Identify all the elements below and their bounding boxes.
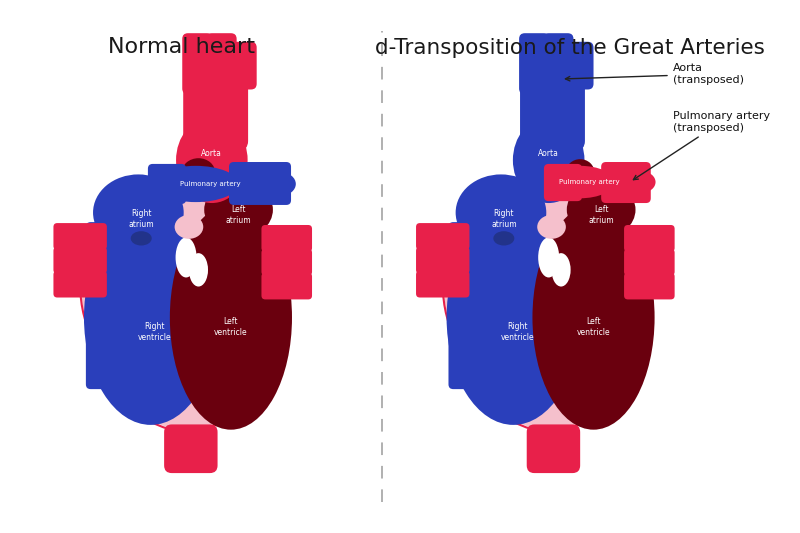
Ellipse shape xyxy=(81,200,186,368)
Ellipse shape xyxy=(551,253,570,287)
Ellipse shape xyxy=(456,174,546,251)
FancyBboxPatch shape xyxy=(148,164,186,204)
Ellipse shape xyxy=(267,173,296,196)
Ellipse shape xyxy=(494,231,514,246)
Text: Right
atrium: Right atrium xyxy=(129,209,154,229)
FancyBboxPatch shape xyxy=(543,33,574,85)
Ellipse shape xyxy=(204,181,273,238)
FancyBboxPatch shape xyxy=(262,273,312,300)
FancyBboxPatch shape xyxy=(624,225,674,252)
Ellipse shape xyxy=(594,222,604,236)
FancyBboxPatch shape xyxy=(449,222,489,389)
Text: Pulmonary artery
(transposed): Pulmonary artery (transposed) xyxy=(634,111,770,180)
Ellipse shape xyxy=(533,205,654,430)
FancyBboxPatch shape xyxy=(601,162,650,203)
Ellipse shape xyxy=(175,237,197,278)
FancyBboxPatch shape xyxy=(164,424,218,473)
FancyBboxPatch shape xyxy=(526,424,580,473)
Text: Right
ventricle: Right ventricle xyxy=(138,322,171,342)
Text: Left
ventricle: Left ventricle xyxy=(577,317,610,337)
Text: Aorta: Aorta xyxy=(538,149,559,158)
Text: Right
atrium: Right atrium xyxy=(491,209,517,229)
Text: Pulmonary artery: Pulmonary artery xyxy=(180,181,240,187)
Text: Aorta: Aorta xyxy=(202,149,222,158)
Ellipse shape xyxy=(84,210,218,425)
Ellipse shape xyxy=(566,159,594,186)
Ellipse shape xyxy=(546,166,614,198)
FancyBboxPatch shape xyxy=(229,162,291,205)
Ellipse shape xyxy=(567,181,635,238)
Ellipse shape xyxy=(232,206,242,219)
Ellipse shape xyxy=(458,187,639,430)
Ellipse shape xyxy=(538,237,559,278)
FancyBboxPatch shape xyxy=(416,223,470,250)
FancyBboxPatch shape xyxy=(262,225,312,252)
Text: Left
atrium: Left atrium xyxy=(588,205,614,225)
Ellipse shape xyxy=(629,172,655,192)
Ellipse shape xyxy=(444,200,549,368)
FancyBboxPatch shape xyxy=(416,271,470,297)
FancyBboxPatch shape xyxy=(86,222,126,389)
Ellipse shape xyxy=(232,222,242,236)
FancyBboxPatch shape xyxy=(624,273,674,300)
FancyBboxPatch shape xyxy=(54,247,107,273)
FancyBboxPatch shape xyxy=(520,55,585,150)
FancyBboxPatch shape xyxy=(544,164,582,201)
Text: Pulmonary artery: Pulmonary artery xyxy=(559,179,620,185)
Ellipse shape xyxy=(170,205,292,430)
Text: d-Transposition of the Great Arteries: d-Transposition of the Great Arteries xyxy=(374,37,765,58)
Ellipse shape xyxy=(182,158,215,187)
Text: Left
ventricle: Left ventricle xyxy=(214,317,248,337)
Text: Left
atrium: Left atrium xyxy=(226,205,251,225)
FancyBboxPatch shape xyxy=(54,271,107,297)
Ellipse shape xyxy=(513,117,585,203)
Text: Aorta
(transposed): Aorta (transposed) xyxy=(566,63,744,85)
Text: Normal heart: Normal heart xyxy=(108,37,255,56)
Ellipse shape xyxy=(93,174,184,251)
FancyBboxPatch shape xyxy=(228,42,257,90)
FancyBboxPatch shape xyxy=(206,33,237,85)
Text: Right
ventricle: Right ventricle xyxy=(500,322,534,342)
FancyBboxPatch shape xyxy=(519,33,550,94)
FancyBboxPatch shape xyxy=(624,249,674,276)
FancyBboxPatch shape xyxy=(416,247,470,273)
Ellipse shape xyxy=(130,231,152,246)
Ellipse shape xyxy=(176,117,248,203)
FancyBboxPatch shape xyxy=(183,55,248,150)
Ellipse shape xyxy=(174,215,203,239)
Ellipse shape xyxy=(153,166,238,202)
FancyBboxPatch shape xyxy=(54,223,107,250)
FancyBboxPatch shape xyxy=(565,42,594,90)
Ellipse shape xyxy=(189,253,208,287)
Ellipse shape xyxy=(538,215,566,239)
Ellipse shape xyxy=(446,210,580,425)
Ellipse shape xyxy=(594,206,604,219)
FancyBboxPatch shape xyxy=(262,249,312,276)
Ellipse shape xyxy=(95,187,277,430)
FancyBboxPatch shape xyxy=(182,33,213,94)
